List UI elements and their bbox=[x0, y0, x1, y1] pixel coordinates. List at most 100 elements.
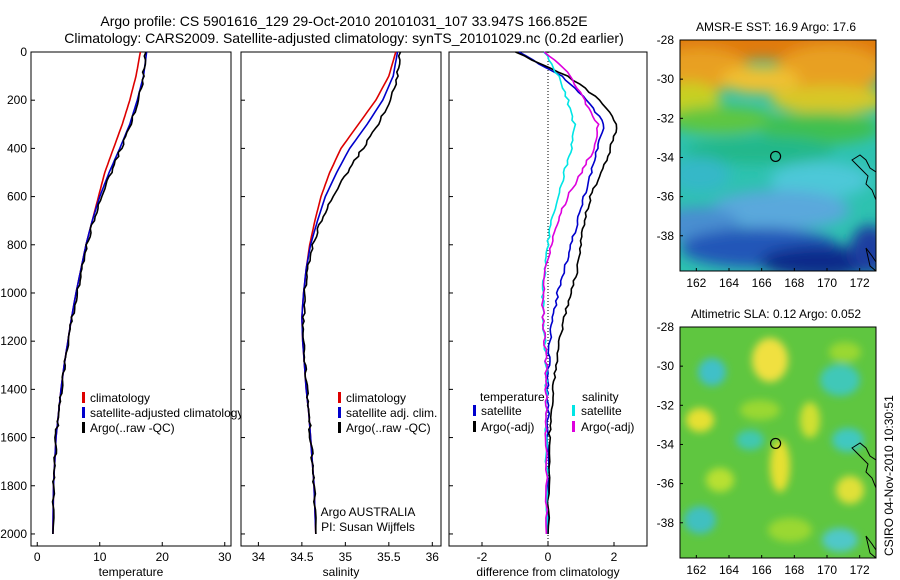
legend-swatch-temp-satellite bbox=[473, 405, 476, 416]
legend-label-argo: Argo(..raw -QC) bbox=[90, 421, 175, 435]
salinity-legend: climatology satellite adj. clim. Argo(..… bbox=[338, 391, 437, 435]
sst-axes: 162 164 166 168 170 172 -28 -30 -32 -34 -36 -38 bbox=[657, 33, 870, 290]
x-tick-label: 35.5 bbox=[377, 550, 401, 564]
coastline-icon bbox=[865, 247, 876, 271]
x-tick-label: 172 bbox=[850, 276, 870, 290]
legend-label-climatology: climatology bbox=[90, 391, 150, 405]
x-tick-label: 30 bbox=[218, 550, 232, 564]
y-tick-label: 200 bbox=[7, 93, 27, 107]
side-label: CSIRO 04-Nov-2010 10:30:51 bbox=[882, 395, 896, 556]
legend-swatch-argo bbox=[82, 422, 85, 433]
legend-label-satellite: satellite-adjusted climatology bbox=[90, 406, 243, 420]
y-tick-label: -38 bbox=[657, 516, 675, 530]
x-tick-label: 2 bbox=[611, 550, 618, 564]
temperature-axes-frame bbox=[30, 51, 232, 547]
sla-field bbox=[680, 327, 876, 558]
sla-map: Altimetric SLA: 0.12 Argo: 0.052 bbox=[657, 307, 877, 577]
y-tick-label: -32 bbox=[657, 398, 675, 412]
x-tick-label: 34 bbox=[252, 550, 266, 564]
temperature-xlabel: temperature bbox=[99, 565, 164, 579]
legend-swatch-sal-satellite bbox=[572, 405, 575, 416]
salinity-plot: 34 34.5 35 35.5 36 bbox=[241, 51, 440, 564]
y-tick-label: -36 bbox=[657, 477, 675, 491]
legend-label-temp-argo: Argo(-adj) bbox=[481, 420, 534, 434]
x-tick-label: 168 bbox=[784, 563, 804, 577]
x-tick-label: 164 bbox=[719, 276, 739, 290]
y-tick-label: -36 bbox=[657, 190, 675, 204]
y-tick-label: 400 bbox=[7, 141, 27, 155]
sst-field bbox=[680, 40, 876, 271]
salinity-panel: 34 34.5 35 35.5 36 salinity climatology sate… bbox=[240, 51, 442, 579]
annotation-argo-australia: Argo AUSTRALIA bbox=[321, 505, 416, 519]
salinity-axes-frame bbox=[240, 51, 442, 547]
x-tick-label: 172 bbox=[850, 563, 870, 577]
difference-xlabel: difference from climatology bbox=[476, 565, 619, 579]
coastline-icon bbox=[865, 535, 876, 558]
y-tick-label: 1800 bbox=[0, 479, 27, 493]
y-tick-label: 0 bbox=[20, 45, 27, 59]
annotation-pi: PI: Susan Wijffels bbox=[321, 520, 415, 534]
difference-plot: -2 0 2 bbox=[449, 51, 618, 564]
y-tick-label: 1600 bbox=[0, 431, 27, 445]
x-tick-label: 166 bbox=[752, 563, 772, 577]
sst-map: AMSR-E SST: 16.9 Argo: 17.6 bbox=[657, 20, 877, 290]
y-tick-label: -28 bbox=[657, 33, 675, 47]
header-line1: Argo profile: CS 5901616_129 29-Oct-2010… bbox=[100, 13, 587, 29]
series-line-argo bbox=[51, 51, 147, 535]
x-tick-label: 34.5 bbox=[290, 550, 314, 564]
legend-label-sal-argo: Argo(-adj) bbox=[581, 420, 634, 434]
legend-label-sal-satellite: satellite bbox=[581, 404, 622, 418]
argo-position-marker bbox=[769, 150, 782, 163]
x-tick-label: 162 bbox=[686, 563, 706, 577]
x-tick-label: 170 bbox=[817, 276, 837, 290]
temperature-plot: 0 10 20 30 0 200 400 600 800 1000 1200 1400 1600 1800… bbox=[0, 45, 231, 564]
y-tick-label: 2000 bbox=[0, 527, 27, 541]
x-tick-label: 162 bbox=[686, 276, 706, 290]
x-tick-label: -2 bbox=[477, 550, 488, 564]
temperature-panel: 0 10 20 30 0 200 400 600 800 1000 1200 1400 1600 1800… bbox=[0, 45, 243, 579]
legend-label-climatology: climatology bbox=[346, 391, 406, 405]
y-tick-label: -34 bbox=[657, 150, 675, 164]
legend-title-salinity: salinity bbox=[582, 390, 619, 404]
y-tick-label: -28 bbox=[657, 320, 675, 334]
salinity-xlabel: salinity bbox=[323, 565, 360, 579]
x-tick-label: 10 bbox=[93, 550, 107, 564]
y-tick-label: 1000 bbox=[0, 286, 27, 300]
legend-swatch-satellite bbox=[338, 407, 341, 418]
y-tick-label: -32 bbox=[657, 111, 675, 125]
series-line-satellite bbox=[52, 51, 148, 535]
series-line-temperature-satellite bbox=[518, 51, 605, 535]
series-line-temperature-argo bbox=[515, 51, 618, 535]
x-tick-label: 0 bbox=[34, 550, 41, 564]
legend-swatch-climatology bbox=[82, 392, 85, 403]
x-tick-label: 170 bbox=[817, 563, 837, 577]
y-tick-label: -34 bbox=[657, 437, 675, 451]
legend-swatch-climatology bbox=[338, 392, 341, 403]
y-tick-label: -30 bbox=[657, 359, 675, 373]
y-tick-label: -30 bbox=[657, 72, 675, 86]
legend-label-satellite: satellite adj. clim. bbox=[346, 406, 437, 420]
legend-swatch-satellite bbox=[82, 407, 85, 418]
sst-map-title: AMSR-E SST: 16.9 Argo: 17.6 bbox=[696, 20, 856, 34]
coastline-icon bbox=[851, 442, 876, 489]
coastline-icon bbox=[851, 154, 876, 201]
legend-label-argo: Argo(..raw -QC) bbox=[346, 421, 431, 435]
argo-position-marker bbox=[769, 437, 782, 450]
y-tick-label: -38 bbox=[657, 229, 675, 243]
difference-panel: -2 0 2 difference from climatology tempera… bbox=[448, 51, 648, 579]
x-tick-label: 0 bbox=[545, 550, 552, 564]
x-tick-label: 20 bbox=[156, 550, 170, 564]
y-tick-label: 600 bbox=[7, 190, 27, 204]
legend-swatch-temp-argo bbox=[473, 421, 476, 432]
sst-map-frame bbox=[679, 39, 877, 272]
y-tick-label: 800 bbox=[7, 238, 27, 252]
legend-label-temp-satellite: satellite bbox=[481, 404, 522, 418]
x-tick-label: 166 bbox=[752, 276, 772, 290]
sla-map-frame bbox=[679, 326, 877, 559]
header-line2: Climatology: CARS2009. Satellite-adjuste… bbox=[64, 30, 624, 46]
x-tick-label: 36 bbox=[426, 550, 440, 564]
x-tick-label: 164 bbox=[719, 563, 739, 577]
legend-swatch-argo bbox=[338, 422, 341, 433]
sla-axes: 162 164 166 168 170 172 -28 -30 -32 -34 -36 -38 bbox=[657, 320, 870, 577]
y-tick-label: 1200 bbox=[0, 334, 27, 348]
